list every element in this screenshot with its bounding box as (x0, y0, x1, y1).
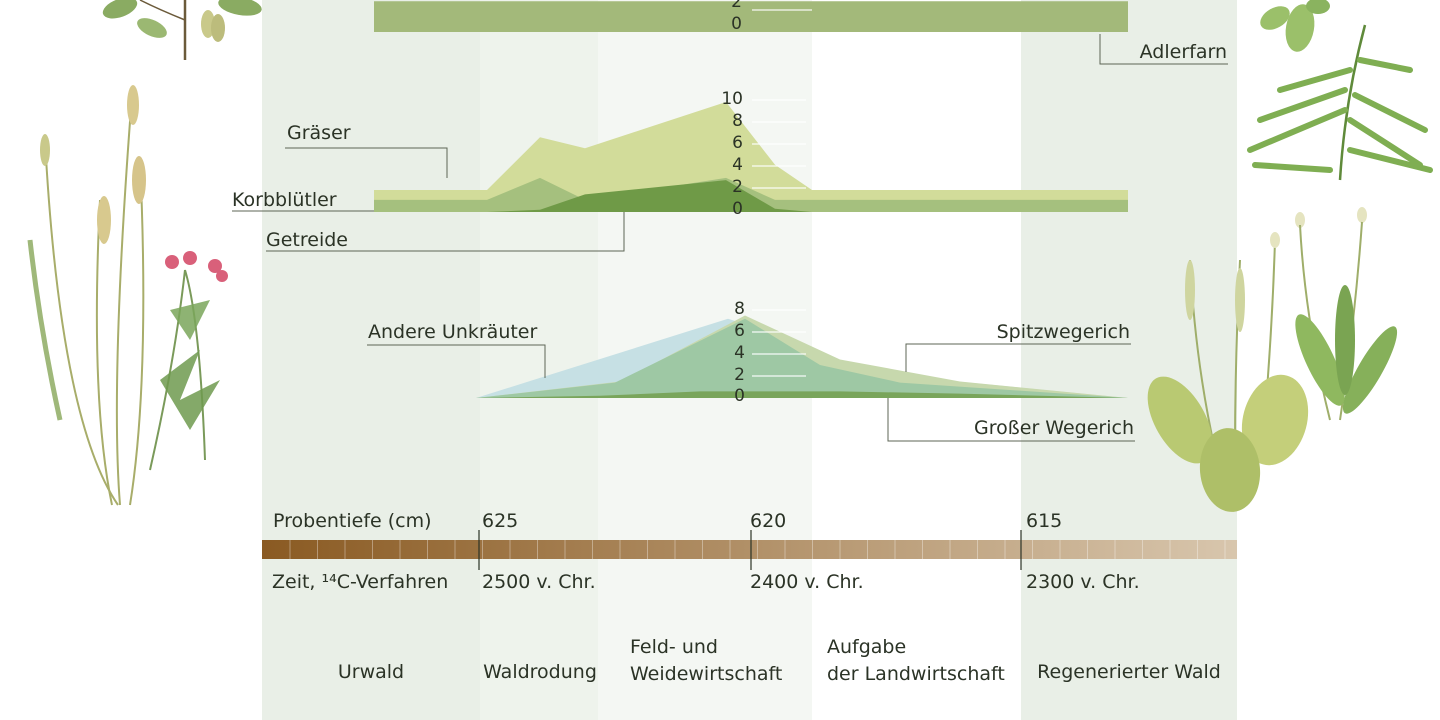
y-tick-label: 8 (734, 299, 745, 319)
time-axis-label: Zeit, ¹⁴C-Verfahren (272, 571, 448, 593)
depth-tick-label: 625 (482, 510, 518, 532)
phase-label-aufgabe-line1: Aufgabe (827, 636, 906, 658)
y-tick-label: 8 (732, 111, 743, 131)
depth-axis: Probentiefe (cm) 625 620 615 Zeit, ¹⁴C-V… (262, 510, 1237, 593)
depth-axis-label: Probentiefe (cm) (273, 510, 432, 532)
series-area-overlap (476, 318, 1128, 398)
leader-line (367, 344, 546, 378)
depth-bar-stripes (289, 540, 1226, 559)
series-label-andere-unkraeuter: Andere Unkräuter (368, 321, 538, 343)
phase-label-feldwirtschaft-line2: Weidewirtschaft (630, 663, 782, 685)
leader-line (887, 398, 1135, 442)
y-gridlines (752, 309, 806, 377)
leader-line (285, 147, 448, 178)
leader-line (266, 212, 625, 252)
fern-illustration (1247, 0, 1433, 181)
y-tick-label: 2 (731, 0, 742, 12)
depth-bar (262, 540, 1237, 559)
depth-tick-label: 620 (750, 510, 786, 532)
leader-line (905, 343, 1131, 372)
chart-unkraeuter: 8 6 4 2 0 Andere Unkräuter Spitzwegerich… (367, 299, 1135, 442)
series-label-getreide: Getreide (266, 229, 348, 251)
phase-label-urwald: Urwald (338, 661, 404, 683)
phase-band-aufgabe (812, 0, 1021, 720)
chart-adlerfarn: 2 0 Adlerfarn (374, 0, 1228, 65)
y-tick-label: 10 (721, 89, 743, 109)
plantain-plants-illustration (1147, 207, 1398, 512)
phase-band-regenerierter-wald (1021, 0, 1237, 720)
y-tick-label: 4 (734, 343, 745, 363)
series-area-grosser-wegerich (476, 391, 1128, 398)
y-gridlines (752, 99, 806, 189)
leader-line (1099, 34, 1228, 65)
chart-graeser: 10 8 6 4 2 0 Gräser Korbblütler Getreide (232, 89, 1128, 252)
phase-labels: Urwald Waldrodung Feld- und Weidewirtsch… (338, 636, 1221, 685)
series-label-graeser: Gräser (287, 122, 351, 144)
plant-top-left-illustration (102, 0, 262, 60)
y-tick-label: 0 (731, 14, 742, 34)
depth-tick-label: 615 (1026, 510, 1062, 532)
time-tick-label: 2400 v. Chr. (750, 571, 864, 593)
series-label-adlerfarn: Adlerfarn (1140, 41, 1227, 63)
time-tick-label: 2500 v. Chr. (482, 571, 596, 593)
series-area-graeser (374, 102, 1128, 212)
phase-label-regenerierter-wald: Regenerierter Wald (1037, 661, 1221, 683)
series-label-korbbluetler: Korbblütler (232, 189, 337, 211)
phase-label-waldrodung: Waldrodung (483, 661, 597, 683)
y-tick-label: 0 (734, 386, 745, 406)
y-tick-label: 0 (732, 199, 743, 219)
phase-band-waldrodung (480, 0, 598, 720)
y-tick-label: 2 (734, 365, 745, 385)
y-tick-label: 2 (732, 177, 743, 197)
time-tick-label: 2300 v. Chr. (1026, 571, 1140, 593)
series-label-spitzwegerich: Spitzwegerich (997, 321, 1130, 343)
y-tick-label: 4 (732, 155, 743, 175)
phase-label-aufgabe-line2: der Landwirtschaft (827, 663, 1005, 685)
grasses-and-thistle-illustration (27, 85, 228, 506)
y-tick-label: 6 (732, 133, 743, 153)
y-tick-label: 6 (734, 321, 745, 341)
phase-label-feldwirtschaft-line1: Feld- und (630, 636, 718, 658)
phase-bands (262, 0, 1237, 720)
series-area-adlerfarn (374, 1, 1128, 32)
series-area-getreide (374, 180, 1128, 212)
series-label-grosser-wegerich: Großer Wegerich (974, 417, 1134, 439)
phase-band-urwald (262, 0, 480, 720)
